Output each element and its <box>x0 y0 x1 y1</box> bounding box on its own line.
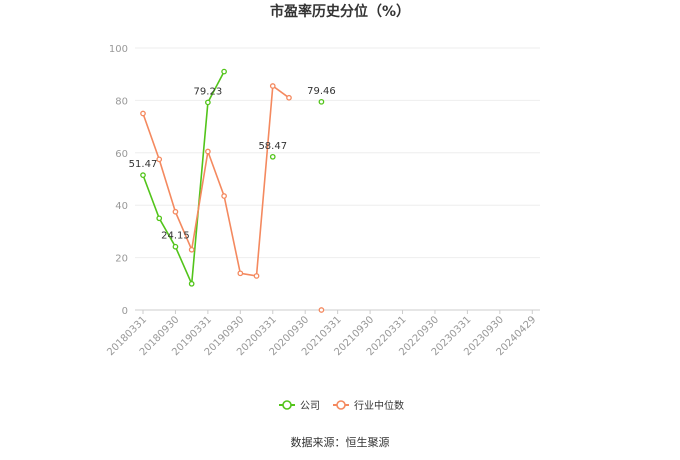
series-1-point-0-2 <box>172 208 179 215</box>
x-axis: 2018033120180930201903312019093020200331… <box>105 309 540 358</box>
series-0-point-0-4 <box>205 99 211 106</box>
y-tick-label-20: 20 <box>115 254 128 265</box>
series-1-line-0 <box>142 84 290 277</box>
legend-item-0[interactable]: 公司 <box>279 400 320 412</box>
series-0-point-0-5 <box>221 68 227 75</box>
series-0-line-0 <box>142 71 225 285</box>
series-1-point-0-1 <box>156 156 163 163</box>
series-1-point-0-3 <box>188 246 195 253</box>
y-tick-label-80: 80 <box>115 96 128 107</box>
series-1-point-0-7 <box>253 273 260 279</box>
y-tick-label-60: 60 <box>115 149 128 160</box>
series-0-point-2-0 <box>318 98 325 105</box>
legend-item-1[interactable]: 行业中位数 <box>333 399 404 412</box>
series-0-point-0-2 <box>172 243 179 250</box>
data-labels: 51.47 24.15 79.23 58.47 79.46 <box>129 86 336 242</box>
series-1-point-0-5 <box>221 193 227 199</box>
series-1-point-0-8 <box>269 83 276 89</box>
series-1-point-0-4 <box>205 148 211 155</box>
series-0-point-0-0 <box>140 172 146 178</box>
legend-swatch-marker-1 <box>336 400 346 410</box>
series-1-point-0-6 <box>237 270 244 277</box>
y-tick-label-0: 0 <box>122 306 128 317</box>
y-tick-label-40: 40 <box>115 201 128 212</box>
legend-label-0: 公司 <box>300 401 320 412</box>
series-0-data-label-2: 79.23 <box>194 86 223 97</box>
legend-swatch-marker-0 <box>282 400 292 410</box>
y-axis-ticks: 0 20 40 60 80 100 <box>109 44 128 317</box>
series-layer <box>140 68 325 313</box>
series-0-point-1-0 <box>269 153 276 160</box>
series-0-point-0-1 <box>156 215 163 222</box>
series-1-point-0-9 <box>286 94 292 101</box>
series-0-data-label-1: 24.15 <box>161 231 190 242</box>
series-1-point-0-0 <box>140 110 146 117</box>
series-0-data-label-3: 58.47 <box>258 141 287 152</box>
chart-title: 市盈率历史分位（%） <box>270 3 410 20</box>
legend[interactable]: 公司 行业中位数 <box>279 399 404 412</box>
series-1-point-1-0 <box>318 307 325 313</box>
legend-label-1: 行业中位数 <box>354 399 404 412</box>
y-tick-label-100: 100 <box>109 44 128 55</box>
series-0-data-label-0: 51.47 <box>129 159 158 170</box>
series-0-point-0-3 <box>188 280 195 287</box>
series-0-data-label-4: 79.46 <box>307 86 336 97</box>
data-source: 数据来源：恒生聚源 <box>291 435 390 449</box>
